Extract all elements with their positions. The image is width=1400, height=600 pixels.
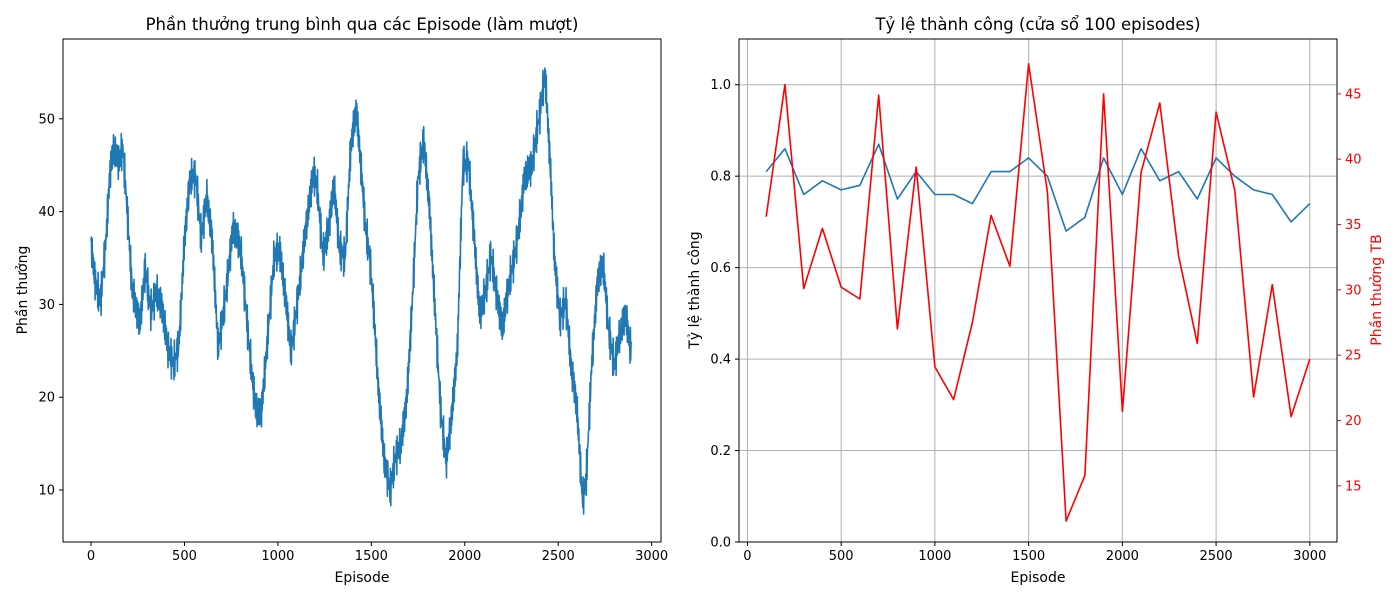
- success-ytick-label: 0.8: [710, 170, 731, 185]
- reward-xtick-label: 1500: [355, 549, 388, 564]
- success-xtick-label: 500: [829, 549, 854, 564]
- reward-ytick-label: 20: [38, 391, 55, 406]
- success-rate-ticks: 0 500 1000 1500 2000 2500 3000 0.0 0.2 0.4 0.6 0.8 1…: [710, 78, 1361, 564]
- reward-xtick-label: 0: [87, 549, 95, 564]
- avg-reward-ytick-label: 35: [1345, 218, 1362, 233]
- reward-xtick-label: 2000: [448, 549, 481, 564]
- success-rate-chart-title: Tỷ lệ thành công (cửa sổ 100 episodes): [874, 15, 1200, 34]
- reward-ytick-label: 40: [38, 205, 55, 220]
- reward-xtick-label: 2500: [542, 549, 575, 564]
- success-xtick-label: 1000: [918, 549, 951, 564]
- avg-reward-ytick-label: 15: [1345, 479, 1362, 494]
- success-ytick-label: 0.0: [710, 536, 731, 551]
- reward-chart-xlabel: Episode: [335, 570, 390, 586]
- success-xtick-label: 3000: [1293, 549, 1326, 564]
- success-ytick-label: 0.2: [710, 444, 731, 459]
- success-xtick-label: 2000: [1106, 549, 1139, 564]
- reward-chart-ylabel: Phần thưởng: [15, 246, 31, 335]
- success-xtick-label: 0: [743, 549, 751, 564]
- avg-reward-ytick-label: 25: [1345, 349, 1362, 364]
- success-rate-chart-ylabel: Tỷ lệ thành công: [687, 231, 703, 349]
- reward-ytick-label: 10: [38, 484, 55, 499]
- success-rate-grid: [739, 39, 1337, 543]
- success-rate-chart-xlabel: Episode: [1011, 570, 1066, 586]
- reward-chart-ticks: 0 500 1000 1500 2000 2500 3000 10 20 30 40 50: [38, 112, 668, 564]
- success-ytick-label: 0.4: [710, 353, 731, 368]
- reward-ytick-label: 30: [38, 298, 55, 313]
- reward-xtick-label: 3000: [635, 549, 668, 564]
- success-rate-chart-frame: [738, 38, 1338, 543]
- reward-xtick-label: 1000: [261, 549, 294, 564]
- success-ytick-label: 0.6: [710, 261, 731, 276]
- reward-chart-marks: [90, 67, 632, 515]
- avg-reward-ytick-label: 45: [1345, 87, 1362, 102]
- reward-xtick-label: 500: [172, 549, 197, 564]
- success-ytick-label: 1.0: [710, 78, 731, 93]
- success-xtick-label: 2500: [1200, 549, 1233, 564]
- reward-chart-frame: [62, 38, 662, 543]
- avg-reward-ytick-label: 40: [1345, 153, 1362, 168]
- success-rate-chart-y2label: Phần thưởng TB: [1369, 234, 1385, 345]
- reward-ytick-label: 50: [38, 112, 55, 127]
- success-xtick-label: 1500: [1012, 549, 1045, 564]
- reward-chart-title: Phần thưởng trung bình qua các Episode (…: [146, 15, 579, 34]
- avg-reward-line: [765, 62, 1311, 522]
- success-rate-chart: 0 500 1000 1500 2000 2500 3000 0.0 0.2 0.4 0.6 0.8 1…: [687, 15, 1385, 586]
- success-rate-marks: [765, 62, 1311, 522]
- avg-reward-ytick-label: 30: [1345, 283, 1362, 298]
- reward-series-line-0: [90, 67, 632, 515]
- avg-reward-ytick-label: 20: [1345, 414, 1362, 429]
- success-rate-line: [765, 143, 1311, 232]
- reward-chart: 0 500 1000 1500 2000 2500 3000 10 20 30 40 50 Phần …: [15, 15, 668, 586]
